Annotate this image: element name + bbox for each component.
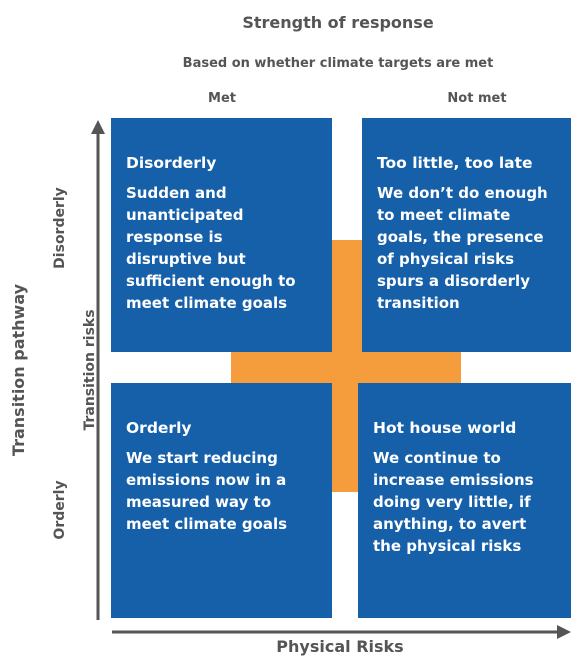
quadrant-heading: Hot house world: [373, 419, 516, 437]
y-arrowhead: [91, 120, 105, 134]
quadrant-text: meet climate goals: [126, 515, 287, 533]
quadrant-box: [362, 118, 571, 352]
quadrant-text: We don’t do enough: [377, 184, 548, 202]
quadrant-text: We continue to: [373, 449, 501, 467]
quadrant-box: [111, 383, 332, 618]
quadrant-text: anything, to avert: [373, 515, 526, 533]
y-top-label: Disorderly: [52, 187, 68, 269]
quadrant-text: emissions now in a: [126, 471, 286, 489]
quadrant-heading: Disorderly: [126, 154, 216, 172]
quadrant-heading: Too little, too late: [377, 154, 533, 172]
quadrant-box: [358, 383, 571, 618]
quadrant-text: goals, the presence: [377, 228, 544, 246]
quadrant-text: meet climate goals: [126, 294, 287, 312]
quadrant-text: unanticipated: [126, 206, 243, 224]
quadrant-heading: Orderly: [126, 419, 192, 437]
quadrant-text: measured way to: [126, 493, 271, 511]
y-outer-label: Transition pathway: [9, 283, 28, 456]
quadrant-text: doing very little, if: [373, 493, 531, 511]
quadrant-text: increase emissions: [373, 471, 534, 489]
quadrant-text: response is: [126, 228, 223, 246]
subtitle: Based on whether climate targets are met: [183, 56, 494, 71]
quadrant-text: sufficient enough to: [126, 272, 296, 290]
quadrant-text: spurs a disorderly: [377, 272, 530, 290]
quadrant-text: Sudden and: [126, 184, 227, 202]
x-axis-label: Physical Risks: [276, 637, 403, 656]
quadrant-box: [111, 118, 332, 352]
quadrant-text: We start reducing: [126, 449, 278, 467]
quadrant-text: the physical risks: [373, 537, 521, 555]
quadrant-text: of physical risks: [377, 250, 514, 268]
y-bottom-label: Orderly: [52, 480, 68, 539]
quadrant-text: disruptive but: [126, 250, 246, 268]
x-arrowhead: [557, 625, 571, 639]
y-inner-label: Transition risks: [82, 309, 98, 430]
column-label: Met: [208, 91, 236, 106]
quadrant-text: to meet climate: [377, 206, 510, 224]
title: Strength of response: [242, 13, 434, 32]
column-label: Not met: [447, 91, 506, 106]
quadrant-text: transition: [377, 294, 460, 312]
cross-horizontal: [231, 352, 461, 383]
